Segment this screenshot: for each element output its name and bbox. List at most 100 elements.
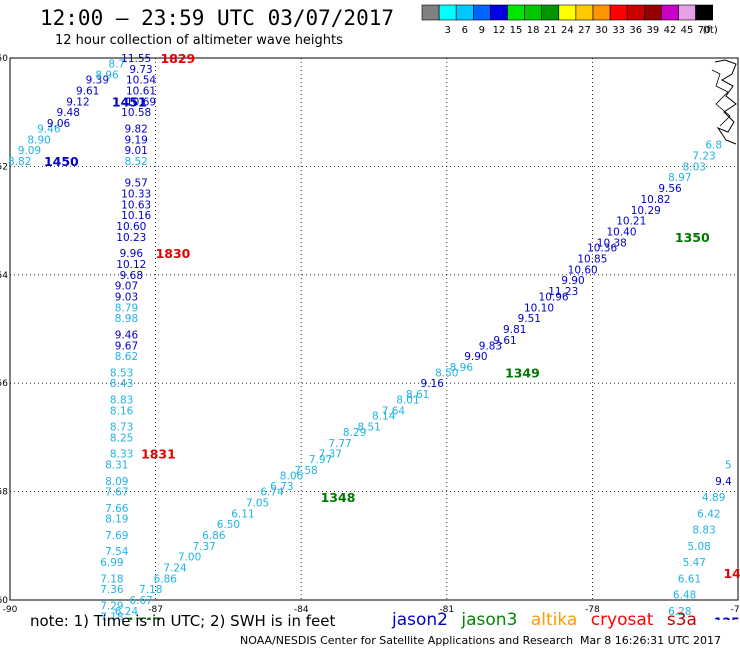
swh-value-label: 10.63	[121, 199, 151, 211]
swh-value-label: 9.68	[120, 270, 143, 282]
swh-value-label: 9.96	[120, 248, 144, 260]
swh-value-label: 11.23	[548, 286, 578, 298]
swh-value-label: 9.4	[715, 476, 732, 488]
chart-title: 12:00 — 23:59 UTC 03/07/2017	[40, 6, 395, 30]
swh-value-label: 6.86	[154, 573, 178, 585]
swh-value-label: 10.54	[126, 75, 156, 87]
swh-value-label: 9.46	[115, 329, 139, 341]
satellite-legend: jason2 jason3 altika cryosat s3a	[392, 610, 705, 630]
satellite-label-jason3: jason3	[461, 610, 518, 630]
swh-value-label: 8.50	[435, 367, 458, 379]
pass-time-label: 1349	[505, 365, 540, 380]
swh-value-label: 5.08	[687, 541, 710, 553]
swh-value-label: 6.48	[673, 590, 696, 602]
swh-value-label: 8.25	[110, 432, 133, 444]
legend-unit-label: (ft)	[703, 25, 718, 36]
swh-value-label: 8.09	[105, 476, 128, 488]
swh-value-label: 6.74	[260, 487, 284, 499]
swh-value-label: 7.64	[382, 405, 406, 417]
track-diagonal: 6.246.677.186.867.247.007.376.866.506.11…	[115, 140, 722, 618]
swh-value-label: 9.83	[479, 340, 502, 352]
swh-value-label: 9.03	[115, 291, 138, 303]
pass-time-label: 1350	[675, 230, 710, 245]
legend-bin-label: 6	[462, 25, 468, 36]
swh-value-label: 8.7	[108, 58, 125, 70]
swh-value-label: 8.98	[115, 313, 138, 325]
swh-value-label: 10.58	[121, 107, 151, 119]
swh-value-label: 7.77	[328, 438, 351, 450]
legend-bin-label: 12	[493, 25, 506, 36]
swh-value-label: 8.53	[110, 367, 133, 379]
y-tick-label: -56	[0, 379, 8, 389]
swh-value-label: 9.82	[124, 123, 147, 135]
swh-value-label: 8.16	[110, 405, 134, 417]
swh-value-label: 8.96	[95, 69, 119, 81]
swh-value-label: 10.21	[616, 216, 646, 228]
swh-value-label: 6.11	[231, 508, 254, 520]
time-labels: 1829 1451 1450 1830 1831 1347 1348 1349 1350 14 12…	[44, 51, 740, 620]
swh-value-label: 9.51	[518, 313, 541, 325]
swh-value-label: 10.85	[577, 254, 607, 266]
swh-value-label: 9.01	[124, 145, 147, 157]
legend-bin-label: 39	[646, 25, 659, 36]
swh-value-label: 10.33	[121, 189, 151, 201]
swh-value-label: 10.96	[539, 291, 569, 303]
swh-value-label: 9.06	[47, 118, 71, 130]
x-tick-label: -75	[731, 605, 740, 615]
swh-value-label: 9.67	[115, 340, 138, 352]
swh-value-label: 6.99	[100, 557, 123, 569]
swh-value-label: 9.39	[86, 75, 109, 87]
legend-bin-label: 3	[444, 25, 450, 36]
swh-value-label: 6.61	[678, 573, 701, 585]
swh-value-label: 10.36	[587, 243, 617, 255]
y-tick-label: -60	[0, 596, 8, 606]
pass-time-label: 1451	[112, 94, 147, 109]
swh-value-label: 10.69	[126, 96, 156, 108]
swh-value-label: 7.36	[100, 584, 124, 596]
swh-value-label: 7.05	[246, 497, 269, 509]
swh-value-label: 8.97	[668, 172, 691, 184]
swh-value-label: 6.42	[697, 508, 720, 520]
satellite-label-s3a: s3a	[666, 610, 697, 630]
swh-value-label: 10.40	[606, 226, 636, 238]
x-tick-label: -84	[294, 605, 309, 615]
swh-value-label: 9.61	[493, 335, 516, 347]
legend-bin-label: 21	[544, 25, 557, 36]
pass-time-label: 1831	[141, 447, 176, 462]
pass-time-label: 125	[714, 615, 740, 620]
legend-bin-label: 36	[629, 25, 642, 36]
swh-value-label: 9.57	[124, 178, 147, 190]
swh-value-label: 10.10	[524, 302, 554, 314]
legend-bin-label: 27	[578, 25, 591, 36]
swh-value-label: 9.46	[37, 123, 61, 135]
swh-value-label: 8.79	[115, 302, 138, 314]
footer-note: note: 1) Time is in UTC; 2) SWH is in fe…	[30, 612, 336, 630]
swh-value-label: 8.52	[124, 156, 147, 168]
swh-value-label: 7.66	[105, 503, 129, 515]
legend-bin-label: 42	[664, 25, 677, 36]
swh-value-label: 6.50	[217, 519, 240, 531]
swh-value-label: 7.97	[309, 454, 332, 466]
legend-bin-label: 18	[527, 25, 540, 36]
swh-value-label: 8.01	[396, 394, 419, 406]
pass-time-label: 1450	[44, 154, 79, 169]
swh-value-label: 10.16	[121, 210, 151, 222]
swh-value-label: 9.07	[115, 281, 138, 293]
color-legend: 3 6 9 12 15 18 21 24 27 30 33 36 39 42 45 70(ft)	[421, 4, 718, 36]
swh-value-label: 9.12	[66, 96, 89, 108]
swh-value-label: 6.67	[129, 595, 152, 607]
swh-value-label: 8.83	[692, 525, 715, 537]
swh-value-label: 7.58	[294, 465, 317, 477]
track-west: 8.829.098.909.469.069.489.129.619.398.96…	[8, 53, 156, 620]
swh-value-label: 9.90	[464, 351, 487, 363]
swh-value-label: 10.60	[568, 264, 598, 276]
legend-bin-label: 15	[510, 25, 523, 36]
swh-value-label: 8.43	[110, 378, 133, 390]
swh-value-label: 7.54	[105, 546, 129, 558]
swh-value-label: 8.29	[343, 427, 366, 439]
generation-timestamp: Mar 8 16:26:31 UTC 2017	[580, 634, 721, 647]
swh-value-label: 6.28	[668, 606, 691, 618]
swh-value-label: 9.09	[18, 145, 41, 157]
satellite-label-cryosat: cryosat	[590, 610, 654, 630]
swh-value-label: 10.29	[631, 205, 661, 217]
